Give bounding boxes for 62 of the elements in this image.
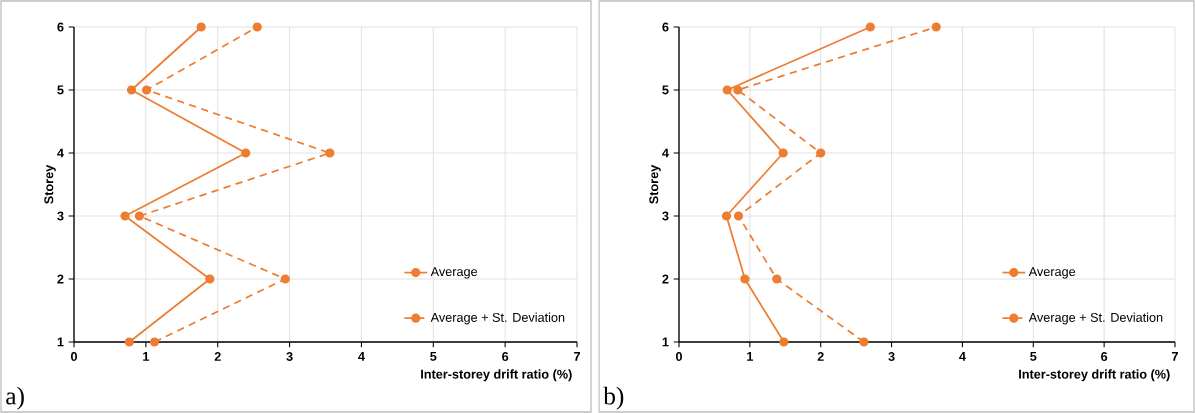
point [931, 22, 941, 32]
x-tick-label: 1 [747, 352, 754, 361]
x-axis-title: Inter-storey drift ratio (%) [421, 369, 572, 382]
x-tick-label: 0 [675, 352, 683, 361]
y-tick-label: 2 [662, 274, 669, 284]
y-axis-title: Storey [44, 164, 56, 204]
point [779, 337, 789, 347]
y-tick-label: 6 [57, 22, 64, 32]
y-tick-label: 5 [662, 85, 669, 95]
point [141, 85, 152, 95]
point [196, 22, 206, 32]
y-tick-label: 1 [662, 337, 669, 347]
x-tick-label: 7 [1172, 352, 1178, 361]
x-tick-label: 7 [574, 352, 580, 361]
point [722, 85, 732, 95]
y-tick-label: 1 [57, 337, 64, 347]
point [205, 274, 215, 284]
y-tick-label: 5 [57, 85, 64, 95]
y-tick-label: 6 [662, 22, 669, 32]
y-tick-label: 4 [662, 148, 669, 158]
point [241, 148, 251, 158]
legend-label: Average + St. Deviation [1028, 312, 1163, 325]
y-tick-label: 3 [662, 211, 669, 221]
point [816, 148, 826, 158]
point [149, 337, 160, 347]
y-tick-label: 4 [57, 148, 64, 158]
y-tick-label: 2 [57, 274, 64, 284]
text: b) [603, 386, 624, 410]
x-tick-label: 4 [959, 352, 966, 361]
y-tick-label: 3 [57, 211, 64, 221]
point [859, 337, 869, 347]
point [134, 211, 145, 221]
legend-label: Average + St. Deviation [430, 312, 565, 325]
x-tick-label: 1 [143, 352, 150, 361]
point [772, 274, 782, 284]
x-tick-label: 2 [817, 352, 824, 361]
point [126, 85, 137, 95]
x-tick-label: 5 [430, 352, 437, 361]
x-tick-label: 6 [502, 352, 509, 361]
point [733, 211, 744, 221]
x-tick-label: 3 [286, 352, 293, 362]
x-axis-title: Inter-storey drift ratio (%) [1019, 369, 1170, 382]
point [280, 274, 290, 284]
point [124, 337, 134, 347]
y-axis-title: Storey [649, 164, 661, 204]
x-tick-label: 0 [71, 352, 78, 361]
point [740, 274, 750, 284]
point [325, 148, 335, 158]
point [865, 22, 875, 32]
x-tick-label: 4 [358, 352, 365, 361]
point [778, 148, 788, 158]
x-tick-label: 2 [214, 352, 221, 361]
legend-label: Average [1028, 267, 1076, 279]
point [252, 22, 262, 32]
text: a) [6, 386, 24, 410]
x-tick-label: 3 [888, 352, 895, 362]
x-tick-label: 6 [1101, 352, 1108, 361]
point [120, 211, 130, 221]
legend-label: Average [430, 267, 478, 279]
point [721, 211, 732, 221]
x-tick-label: 5 [1030, 352, 1037, 361]
point [733, 85, 743, 95]
